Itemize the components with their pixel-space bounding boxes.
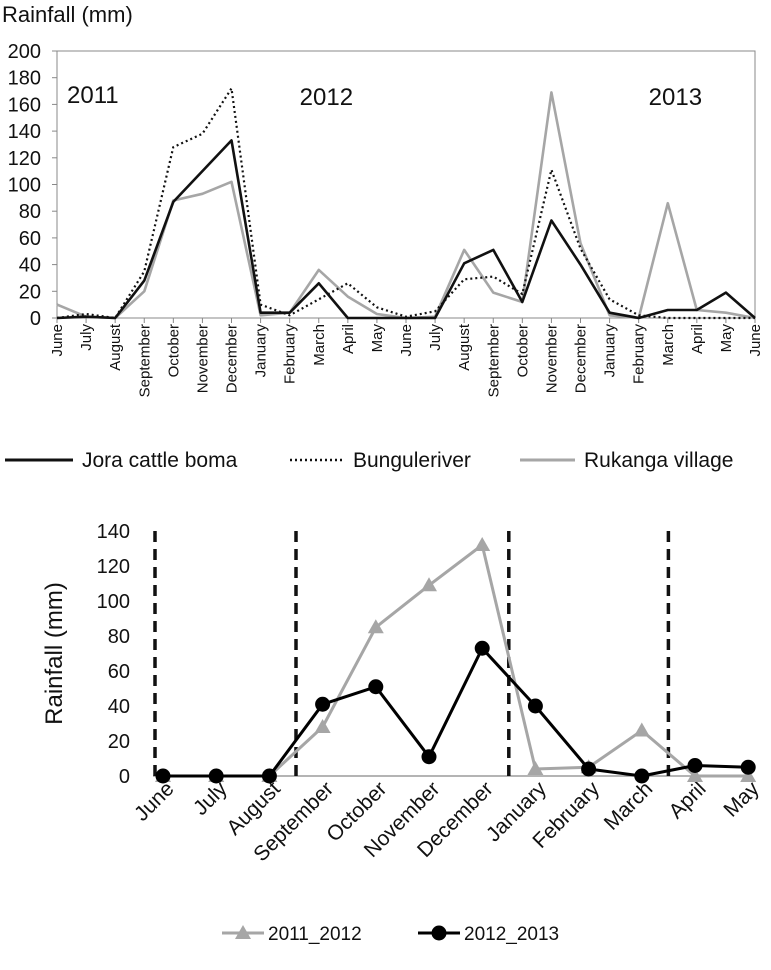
top-legend-label-2: Rukanga village xyxy=(584,449,733,472)
top-x-tick-label: September xyxy=(136,324,153,397)
top-y-tick-label: 200 xyxy=(8,41,41,63)
top-x-tick-label: December xyxy=(224,324,241,393)
bottom-point-2012-2013 xyxy=(261,768,277,784)
bottom-point-2011-2012 xyxy=(633,722,650,737)
bottom-y-tick-label: 120 xyxy=(97,556,130,578)
bottom-point-2012-2013 xyxy=(155,768,171,784)
bottom-x-tick-label: March xyxy=(600,777,658,835)
top-x-tick-label: January xyxy=(253,324,270,378)
top-legend-label-1: Bunguleriver xyxy=(353,449,471,472)
top-rainfall-chart: Rainfall (mm) 0 20 40 60 80 100 120 140 160 180 200… xyxy=(2,2,764,472)
top-x-tick-label: February xyxy=(282,324,299,385)
bottom-y-tick-label: 40 xyxy=(108,696,130,718)
top-x-tick-label: November xyxy=(543,324,560,393)
top-x-tick-label: January xyxy=(602,324,619,378)
bottom-x-tick-label: April xyxy=(665,777,711,823)
top-x-tick-label: December xyxy=(573,324,590,393)
bottom-point-2011-2012 xyxy=(740,768,757,782)
top-x-tick-label: March xyxy=(311,324,328,366)
top-x-tick-label: October xyxy=(165,324,182,377)
bottom-y-tick-label: 0 xyxy=(119,766,130,788)
bottom-point-2011-2012 xyxy=(687,768,703,782)
bottom-y-tick-label: 100 xyxy=(97,591,130,613)
bottom-point-2012-2013 xyxy=(634,768,650,784)
top-x-tick-label: April xyxy=(340,324,357,354)
top-x-tick-label: July xyxy=(427,324,444,351)
top-x-tick-label: April xyxy=(689,324,706,354)
bottom-point-2012-2013 xyxy=(687,758,703,773)
top-x-tick-label: August xyxy=(456,323,473,371)
top-x-tick-label: June xyxy=(747,324,764,357)
bottom-point-2012-2013 xyxy=(581,761,597,777)
top-y-tick-label: 120 xyxy=(8,148,41,170)
bottom-point-2012-2013 xyxy=(368,679,384,695)
bottom-legend-marker-0 xyxy=(235,925,251,939)
top-x-tick-label: May xyxy=(369,324,386,353)
bottom-point-2012-2013 xyxy=(315,696,331,712)
top-y-tick-label: 140 xyxy=(8,121,41,143)
bottom-point-2011-2012 xyxy=(527,761,544,775)
bottom-y-axis-label: Rainfall (mm) xyxy=(41,582,68,725)
top-y-tick-label: 60 xyxy=(19,228,41,250)
bottom-series-line-1 xyxy=(163,646,749,778)
bottom-y-tick-label: 60 xyxy=(108,661,130,683)
bottom-y-tick-label: 80 xyxy=(108,626,130,648)
bottom-point-2012-2013 xyxy=(474,640,490,656)
bottom-point-2012-2013 xyxy=(740,759,756,775)
top-x-tick-label: March xyxy=(660,324,677,366)
top-x-tick-label: June xyxy=(398,324,415,357)
top-y-tick-label: 20 xyxy=(19,281,41,303)
bottom-series-line-0 xyxy=(163,543,749,778)
top-year-annotation: 2012 xyxy=(300,84,353,111)
top-x-tick-label: October xyxy=(514,324,531,377)
top-y-tick-label: 0 xyxy=(30,308,41,330)
bottom-point-2011-2012 xyxy=(367,619,384,634)
bottom-legend-marker-1 xyxy=(431,925,447,941)
top-y-tick-label: 40 xyxy=(19,255,41,277)
top-x-tick-label: June xyxy=(49,324,66,357)
top-y-axis-label: Rainfall (mm) xyxy=(2,2,133,27)
top-y-tick-label: 160 xyxy=(8,94,41,116)
top-series-line-2 xyxy=(56,91,756,320)
top-x-tick-label: May xyxy=(718,324,735,353)
top-series-line-0 xyxy=(56,139,756,320)
top-x-tick-label: February xyxy=(631,324,648,385)
bottom-point-2011-2012 xyxy=(474,537,491,551)
bottom-legend-label-0: 2011_2012 xyxy=(268,924,362,945)
top-year-annotation: 2013 xyxy=(649,84,702,111)
top-y-tick-label: 80 xyxy=(19,201,41,223)
bottom-point-2012-2013 xyxy=(527,698,543,714)
bottom-y-tick-label: 140 xyxy=(97,521,130,543)
bottom-x-tick-label: July xyxy=(189,777,232,820)
top-series-line-1 xyxy=(56,87,755,320)
bottom-y-tick-label: 20 xyxy=(108,731,130,753)
top-legend-label-0: Jora cattle boma xyxy=(82,449,238,472)
top-y-tick-label: 180 xyxy=(8,68,41,90)
top-x-tick-label: November xyxy=(194,324,211,393)
top-y-tick-label: 100 xyxy=(8,175,41,197)
bottom-legend-label-1: 2012_2013 xyxy=(464,924,559,945)
bottom-point-2011-2012 xyxy=(314,719,331,733)
top-year-annotation: 2011 xyxy=(67,82,119,109)
bottom-x-tick-label: June xyxy=(130,777,178,825)
bottom-point-2012-2013 xyxy=(208,768,224,784)
top-x-tick-label: August xyxy=(107,323,124,371)
top-x-tick-label: September xyxy=(485,324,502,397)
bottom-rainfall-chart: Rainfall (mm) 0 20 40 60 80 100 120 140 June July A… xyxy=(41,521,764,945)
bottom-x-tick-label: May xyxy=(719,777,764,822)
top-x-tick-label: July xyxy=(78,324,95,351)
bottom-point-2012-2013 xyxy=(421,749,437,765)
bottom-point-2011-2012 xyxy=(421,577,437,592)
